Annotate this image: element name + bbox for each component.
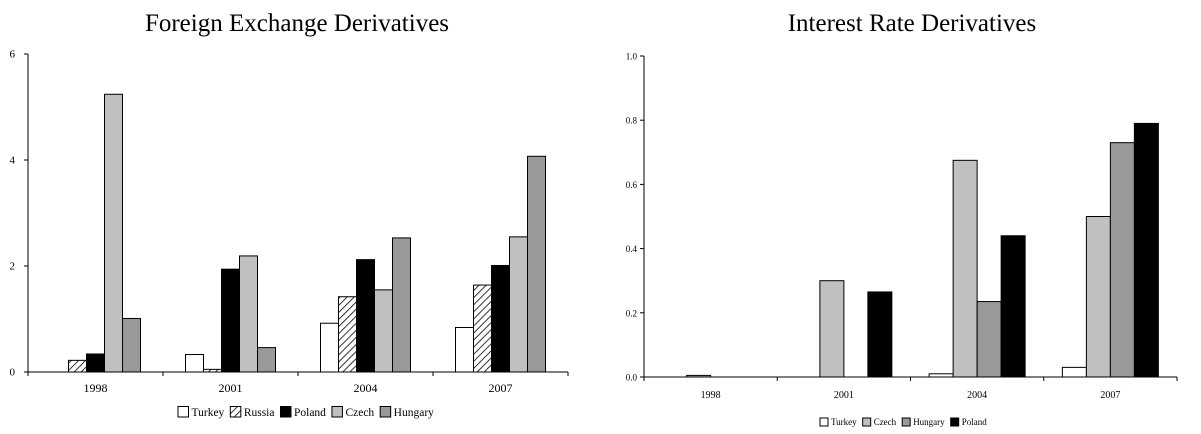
fx-legend-label-czech: Czech	[345, 407, 374, 419]
ir-y-tick-label: 0.4	[626, 244, 638, 254]
ir-legend-swatch-hungary	[901, 417, 911, 427]
ir-bar-poland-2004	[1000, 235, 1026, 378]
ir-y-tick-label: 0.6	[626, 180, 638, 190]
fx-legend-swatch-russia	[229, 406, 242, 418]
fx-bar-hungary-2001	[257, 347, 276, 373]
ir-legend-label-poland: Poland	[962, 417, 988, 427]
ir-y-tick-label: 0.0	[626, 373, 638, 383]
ir-x-category-label: 2004	[967, 390, 987, 401]
fx-legend-label-turkey: Turkey	[192, 407, 225, 419]
ir-bar-czech-1998	[686, 374, 712, 378]
ir-bar-hungary-2007	[1109, 142, 1135, 378]
fx-bar-poland-2004	[356, 259, 375, 373]
fx-bar-hungary-2007	[527, 155, 546, 373]
fx-legend-swatch-poland	[279, 406, 292, 418]
fx-bar-russia-1998	[68, 359, 87, 373]
fx-bar-hungary-2004	[392, 237, 411, 373]
fx-x-category-label: 2004	[354, 381, 378, 395]
ir-legend-label-czech: Czech	[874, 417, 897, 427]
ir-bar-poland-2007	[1133, 122, 1159, 378]
fx-bar-russia-2007	[473, 284, 492, 373]
fx-x-category-label: 1998	[84, 381, 108, 395]
ir-legend-label-hungary: Hungary	[913, 417, 945, 427]
ir-x-category-label: 2001	[834, 390, 854, 401]
ir-x-category-label: 1998	[701, 390, 721, 401]
ir-derivatives-chart: Interest Rate Derivatives 0.0 0.2 0.4 0.6 0.…	[626, 10, 1178, 427]
ir-legend-swatch-turkey	[819, 417, 829, 427]
fx-y-tick-label: 0	[10, 367, 16, 379]
ir-bar-czech-2007	[1085, 216, 1111, 378]
ir-y-tick-label: 0.8	[626, 116, 638, 126]
fx-legend-label-poland: Poland	[294, 407, 326, 419]
fx-y-tick-label: 6	[10, 49, 16, 61]
fx-bar-poland-2007	[491, 264, 510, 373]
fx-y-tick-label: 4	[10, 155, 16, 167]
ir-bar-turkey-2004	[928, 373, 954, 378]
ir-y-tick-label: 1.0	[626, 52, 638, 62]
ir-chart-title: Interest Rate Derivatives	[788, 10, 1037, 37]
fx-bar-czech-2004	[374, 289, 393, 373]
fx-legend-label-hungary: Hungary	[394, 407, 434, 419]
fx-chart-title: Foreign Exchange Derivatives	[145, 10, 449, 37]
ir-bar-turkey-2007	[1061, 366, 1087, 378]
fx-legend-swatch-hungary	[379, 406, 392, 418]
fx-x-category-label: 2007	[489, 381, 513, 395]
ir-y-tick-label: 0.2	[626, 308, 637, 318]
ir-x-category-label: 2007	[1100, 390, 1120, 401]
fx-derivatives-chart: Foreign Exchange Derivatives 0 2 4 6 1998 200…	[10, 10, 569, 419]
fx-bar-czech-2001	[239, 255, 258, 373]
ir-bar-poland-2001	[867, 291, 893, 378]
ir-legend-swatch-czech	[862, 417, 872, 427]
fx-bar-poland-2001	[221, 268, 240, 373]
fx-legend-swatch-czech	[331, 406, 343, 418]
fx-legend-swatch-turkey	[177, 406, 189, 418]
fx-bar-turkey-2001	[185, 354, 204, 373]
fx-bar-turkey-2004	[320, 322, 339, 373]
fx-y-tick-label: 2	[10, 261, 16, 273]
fx-bar-poland-1998	[86, 353, 105, 373]
ir-bar-hungary-2004	[976, 301, 1002, 378]
fx-x-category-label: 2001	[219, 381, 243, 395]
ir-legend-label-turkey: Turkey	[831, 417, 857, 427]
fx-bar-russia-2004	[338, 296, 357, 373]
fx-bar-russia-2001	[203, 368, 222, 373]
fx-bar-czech-2007	[509, 236, 528, 373]
fx-bar-turkey-2007	[455, 326, 474, 373]
fx-bar-czech-1998	[104, 93, 123, 373]
ir-legend-swatch-poland	[950, 417, 960, 427]
ir-bar-czech-2004	[952, 159, 978, 378]
fx-legend-label-russia: Russia	[244, 407, 275, 419]
ir-bar-czech-2001	[819, 280, 845, 378]
fx-bar-hungary-1998	[122, 317, 141, 373]
